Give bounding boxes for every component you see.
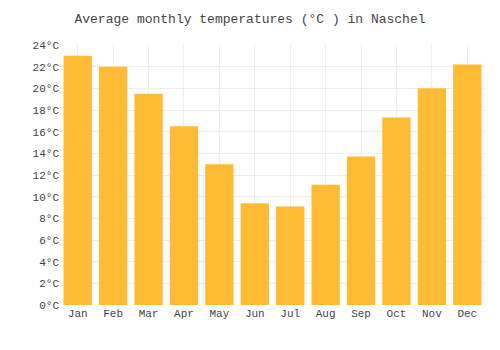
svg-text:Dec: Dec: [457, 308, 477, 320]
svg-text:6°C: 6°C: [39, 235, 59, 247]
svg-text:12°C: 12°C: [33, 170, 60, 182]
svg-text:Average monthly temperatures (: Average monthly temperatures (°C ) in Na…: [74, 12, 425, 27]
svg-text:2°C: 2°C: [39, 278, 59, 290]
svg-text:Jul: Jul: [280, 308, 300, 320]
svg-text:20°C: 20°C: [33, 83, 60, 95]
svg-text:16°C: 16°C: [33, 127, 60, 139]
svg-text:18°C: 18°C: [33, 105, 60, 117]
svg-text:Mar: Mar: [139, 308, 159, 320]
svg-text:Sep: Sep: [351, 308, 371, 320]
svg-text:Oct: Oct: [387, 308, 407, 320]
svg-text:10°C: 10°C: [33, 192, 60, 204]
svg-text:24°C: 24°C: [33, 40, 60, 52]
svg-text:22°C: 22°C: [33, 62, 60, 74]
svg-text:Nov: Nov: [422, 308, 442, 320]
svg-text:Feb: Feb: [103, 308, 123, 320]
svg-text:4°C: 4°C: [39, 257, 59, 269]
svg-text:Jun: Jun: [245, 308, 265, 320]
svg-text:8°C: 8°C: [39, 213, 59, 225]
svg-text:Apr: Apr: [174, 308, 194, 320]
svg-text:Jan: Jan: [68, 308, 88, 320]
svg-text:14°C: 14°C: [33, 148, 60, 160]
svg-text:0°C: 0°C: [39, 300, 59, 312]
svg-text:May: May: [209, 308, 229, 320]
svg-text:Aug: Aug: [316, 308, 336, 320]
